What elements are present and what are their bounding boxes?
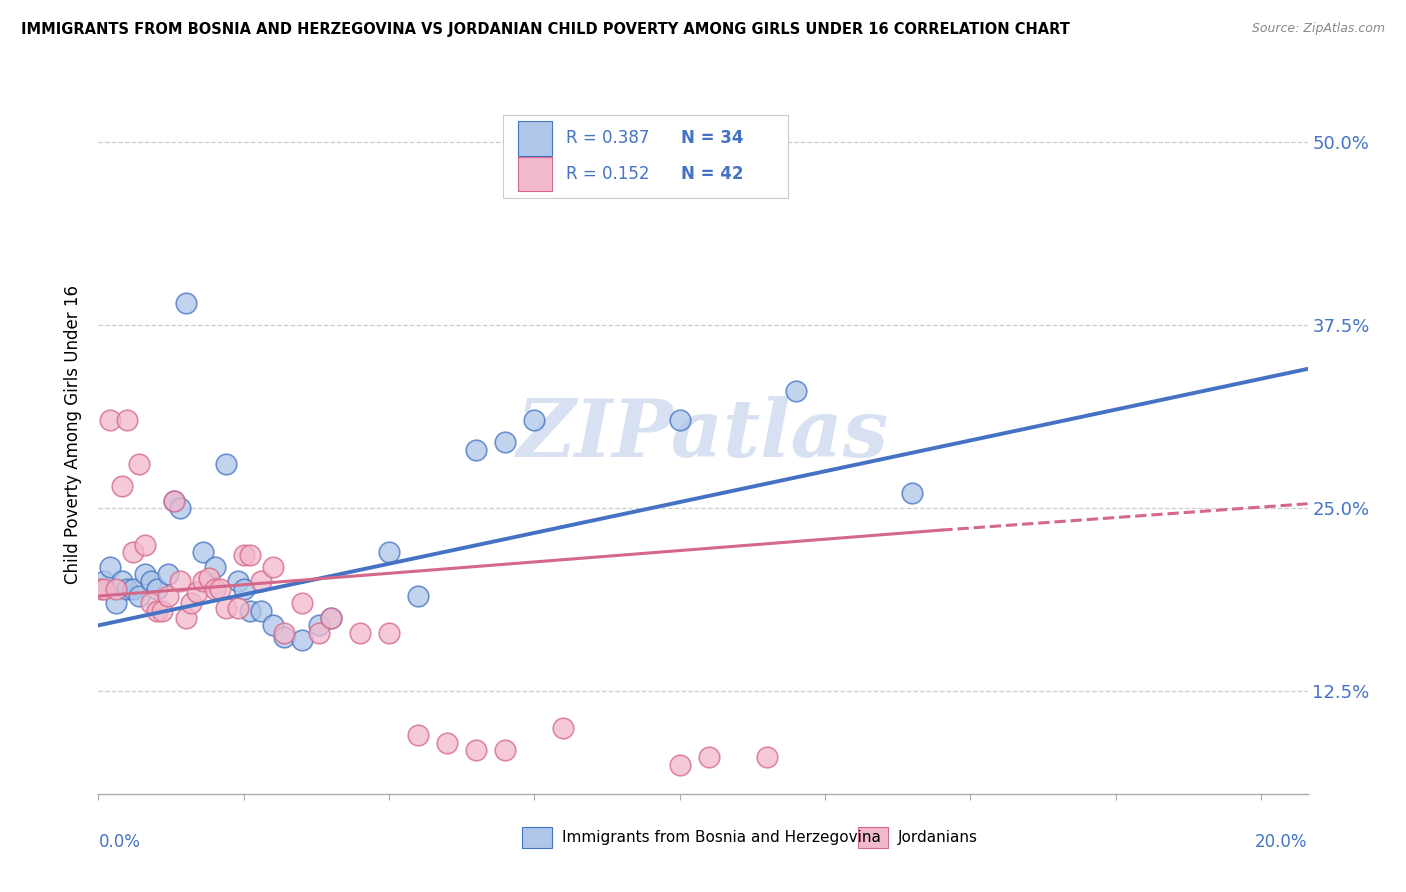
Text: R = 0.152: R = 0.152 [567,165,650,183]
Point [319,611,342,625]
Text: Source: ZipAtlas.com: Source: ZipAtlas.com [1251,22,1385,36]
Point [191,545,214,559]
FancyBboxPatch shape [522,827,551,848]
Point [378,545,401,559]
FancyBboxPatch shape [503,115,787,198]
Point [122,545,145,559]
Point [668,757,690,772]
Point [93,574,115,589]
Point [163,493,186,508]
Point [785,384,807,398]
Point [145,582,167,596]
Point [349,625,371,640]
Point [169,501,191,516]
Point [239,548,262,562]
Point [901,486,924,500]
Point [273,630,295,644]
Point [494,743,516,757]
Point [406,728,429,742]
Point [128,589,150,603]
Point [157,589,180,603]
Point [215,600,238,615]
Point [273,625,295,640]
Point [174,611,197,625]
Point [494,435,516,450]
Point [250,574,273,589]
Point [226,574,249,589]
Point [180,596,202,610]
Point [697,750,720,764]
Point [204,582,226,596]
Point [111,574,134,589]
Point [139,596,162,610]
Text: N = 42: N = 42 [682,165,744,183]
FancyBboxPatch shape [858,827,889,848]
Point [226,600,249,615]
Point [308,625,330,640]
Point [262,618,284,632]
Point [150,604,173,618]
Text: N = 34: N = 34 [682,129,744,147]
Text: Jordanians: Jordanians [897,830,977,846]
Point [104,582,127,596]
FancyBboxPatch shape [517,157,553,192]
Point [204,559,226,574]
Point [239,604,262,618]
Point [117,413,139,427]
Point [232,548,254,562]
Point [191,574,214,589]
Point [553,721,575,735]
Point [523,413,546,427]
Point [755,750,778,764]
Point [90,582,112,596]
Point [232,582,254,596]
Point [308,618,330,632]
Point [436,735,458,749]
Point [186,584,208,599]
Point [250,604,273,618]
Point [198,571,221,585]
Point [465,743,488,757]
Point [163,493,186,508]
Point [98,413,121,427]
Point [174,296,197,310]
Point [215,457,238,471]
Point [465,442,488,457]
Point [291,633,314,648]
Point [117,582,139,596]
Point [134,538,156,552]
Point [209,582,232,596]
Point [134,567,156,582]
Point [128,457,150,471]
Text: IMMIGRANTS FROM BOSNIA AND HERZEGOVINA VS JORDANIAN CHILD POVERTY AMONG GIRLS UN: IMMIGRANTS FROM BOSNIA AND HERZEGOVINA V… [21,22,1070,37]
Text: ZIPatlas: ZIPatlas [517,396,889,474]
Point [262,559,284,574]
Text: 0.0%: 0.0% [98,833,141,851]
Point [145,604,167,618]
Point [291,596,314,610]
Text: Immigrants from Bosnia and Herzegovina: Immigrants from Bosnia and Herzegovina [561,830,880,846]
Y-axis label: Child Poverty Among Girls Under 16: Child Poverty Among Girls Under 16 [65,285,83,584]
FancyBboxPatch shape [517,121,553,155]
Text: R = 0.387: R = 0.387 [567,129,650,147]
Point [668,413,690,427]
Point [122,582,145,596]
Point [98,559,121,574]
Point [111,479,134,493]
Point [406,589,429,603]
Point [378,625,401,640]
Text: 20.0%: 20.0% [1256,833,1308,851]
Point [157,567,180,582]
Point [319,611,342,625]
Point [169,574,191,589]
Point [104,596,127,610]
Point [93,582,115,596]
Point [139,574,162,589]
